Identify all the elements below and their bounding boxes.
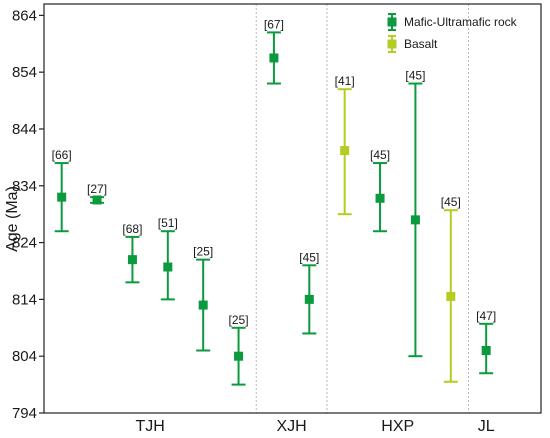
legend: Mafic-Ultramafic rock Basalt bbox=[387, 13, 518, 53]
data-point-label: [27] bbox=[87, 182, 107, 196]
data-labels-layer: [66] [27] [68] [51] [25] [25] [67] [45] [45] [45]… bbox=[52, 17, 496, 326]
data-point-label: [45] bbox=[441, 195, 461, 209]
y-axis-title: Age (Ma) bbox=[4, 186, 21, 252]
y-tick-label: 854 bbox=[12, 64, 37, 81]
series-layer bbox=[54, 31, 494, 386]
data-point-label: [51] bbox=[158, 216, 178, 230]
y-tick-label: 844 bbox=[12, 121, 37, 138]
axes-layer: 794 804 814 824 834 844 854 864 TJH XJH HXP JL bbox=[12, 3, 542, 435]
data-point-marker bbox=[92, 195, 102, 205]
legend-label: Basalt bbox=[404, 37, 438, 51]
y-tick-label: 814 bbox=[12, 291, 37, 308]
data-point-label: [45] bbox=[405, 69, 425, 83]
y-tick-label: 794 bbox=[12, 405, 37, 422]
data-point-label: [25] bbox=[229, 313, 249, 327]
data-point-marker bbox=[163, 262, 173, 272]
data-point-marker bbox=[340, 146, 350, 156]
legend-item: Basalt bbox=[387, 35, 438, 53]
legend-label: Mafic-Ultramafic rock bbox=[404, 15, 518, 29]
data-point-label: [67] bbox=[264, 17, 284, 31]
data-point-marker bbox=[304, 294, 314, 304]
y-tick-label: 804 bbox=[12, 348, 37, 365]
data-point-label: [45] bbox=[370, 148, 390, 162]
data-point-label: [25] bbox=[193, 245, 213, 259]
plot-frame bbox=[43, 3, 542, 414]
data-point-label: [68] bbox=[122, 222, 142, 236]
data-point-label: [66] bbox=[52, 148, 72, 162]
y-tick-label: 834 bbox=[12, 178, 37, 195]
legend-item: Mafic-Ultramafic rock bbox=[387, 13, 518, 31]
x-group-label: TJH bbox=[135, 418, 164, 435]
data-point-marker bbox=[127, 255, 137, 265]
group-separator-lines bbox=[255, 4, 469, 413]
data-point-marker bbox=[375, 193, 385, 203]
data-point-marker bbox=[234, 351, 244, 361]
data-point-marker bbox=[198, 300, 208, 310]
data-point-label: [41] bbox=[335, 74, 355, 88]
x-group-label: HXP bbox=[381, 418, 414, 435]
data-point-marker bbox=[481, 346, 491, 356]
x-group-label: XJH bbox=[276, 418, 306, 435]
data-point-marker bbox=[410, 215, 420, 225]
legend-marker-icon bbox=[387, 39, 397, 49]
y-tick-label: 864 bbox=[12, 7, 37, 24]
y-tick-label: 824 bbox=[12, 235, 37, 252]
data-point-label: [45] bbox=[299, 250, 319, 264]
data-point-marker bbox=[269, 53, 279, 63]
data-point-marker bbox=[57, 192, 67, 202]
data-point-label: [47] bbox=[476, 309, 496, 323]
x-group-label: JL bbox=[478, 418, 495, 435]
data-point-marker bbox=[446, 292, 456, 302]
legend-marker-icon bbox=[387, 17, 397, 27]
